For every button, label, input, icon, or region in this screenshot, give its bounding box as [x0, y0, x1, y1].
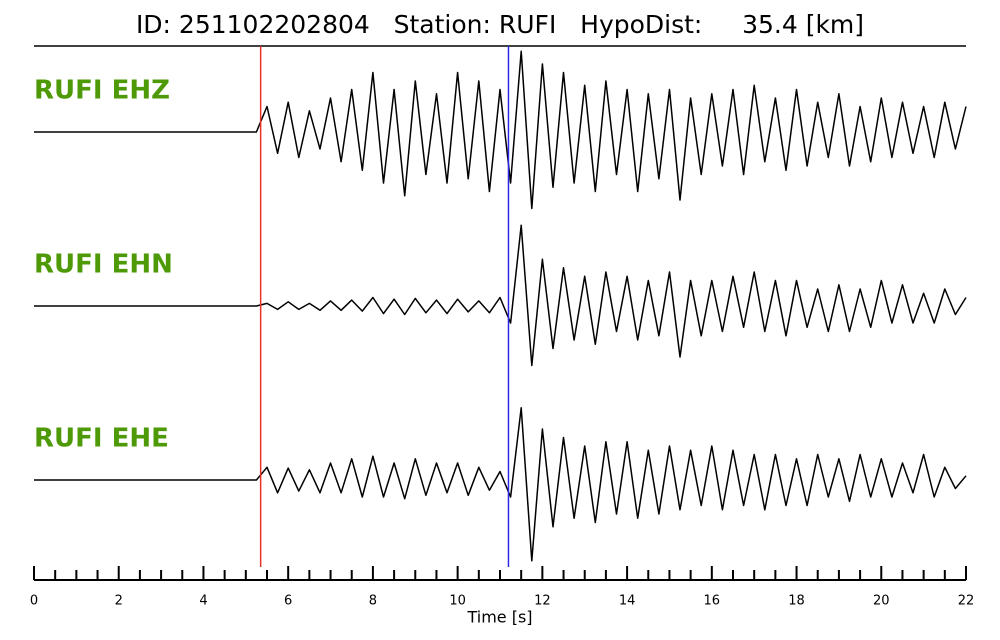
x-tick-label: 22 — [958, 594, 975, 609]
x-tick-label: 2 — [115, 594, 123, 609]
x-tick-label: 20 — [873, 594, 890, 609]
x-tick-label: 4 — [199, 594, 207, 609]
trace-label: RUFI EHE — [34, 424, 169, 454]
x-tick-label: 8 — [369, 594, 377, 609]
x-tick-label: 18 — [788, 594, 805, 609]
waveform — [34, 224, 967, 367]
x-tick-label: 6 — [284, 594, 292, 609]
x-tick-label: 14 — [619, 594, 636, 609]
x-tick-label: 16 — [704, 594, 721, 609]
trace-label: RUFI EHN — [34, 250, 173, 280]
waveform — [34, 50, 967, 210]
x-tick-label: 10 — [449, 594, 466, 609]
x-tick-label: 0 — [30, 594, 38, 609]
x-axis-label: Time [s] — [466, 608, 532, 627]
x-tick-label: 12 — [534, 594, 551, 609]
chart-title: ID: 251102202804 Station: RUFI HypoDist:… — [136, 10, 864, 39]
trace-label: RUFI EHZ — [34, 76, 170, 106]
waveform — [34, 407, 967, 562]
